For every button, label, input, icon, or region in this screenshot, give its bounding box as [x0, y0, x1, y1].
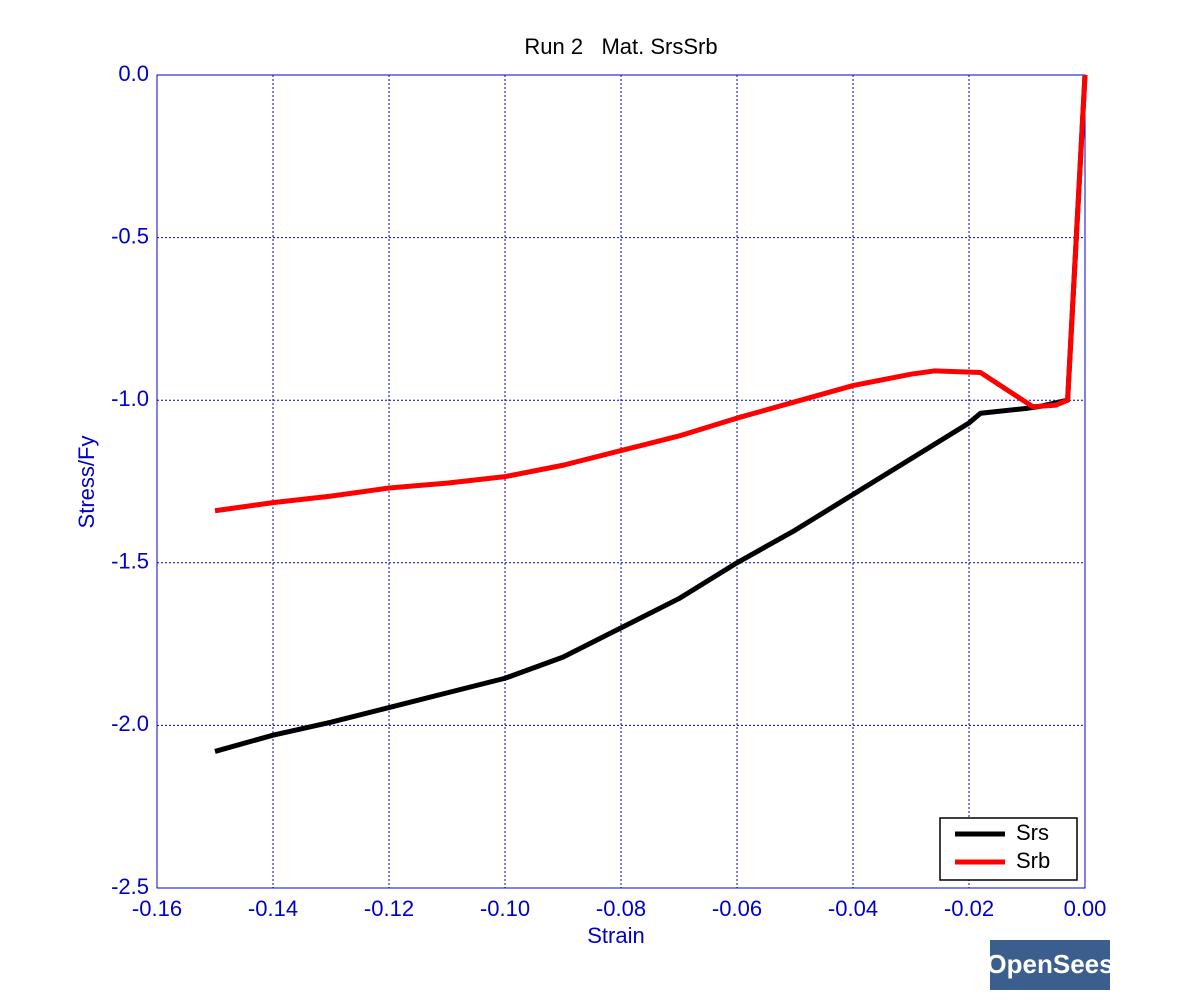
x-axis-label: Strain	[587, 923, 644, 948]
series-line	[214, 74, 1088, 514]
x-tick-label: -0.04	[828, 896, 878, 921]
logo-box	[990, 940, 1110, 990]
legend-box	[939, 817, 1078, 881]
x-tick-label: -0.16	[132, 896, 182, 921]
y-tick-label: -2.0	[111, 711, 149, 736]
legend-label: Srs	[1016, 820, 1049, 845]
x-tick-label: -0.14	[248, 896, 298, 921]
x-tick-label: 0.00	[1064, 896, 1107, 921]
y-tick-label: -1.0	[111, 386, 149, 411]
legend-label: Srb	[1016, 848, 1050, 873]
logo: OpenSees	[986, 949, 1113, 979]
plot-frame	[156, 74, 1086, 889]
series-line	[214, 74, 1088, 754]
x-tick-label: -0.10	[480, 896, 530, 921]
y-tick-label: -1.5	[111, 549, 149, 574]
y-tick-label: -2.5	[111, 874, 149, 899]
y-axis-label: Stress/Fy	[74, 436, 99, 529]
x-tick-label: -0.08	[596, 896, 646, 921]
x-tick-label: -0.12	[364, 896, 414, 921]
chart-title: Run 2 Mat. SrsSrb	[524, 34, 717, 59]
y-tick-label: -0.5	[111, 223, 149, 248]
y-tick-label: 0.0	[118, 61, 149, 86]
x-tick-label: -0.02	[944, 896, 994, 921]
x-tick-label: -0.06	[712, 896, 762, 921]
